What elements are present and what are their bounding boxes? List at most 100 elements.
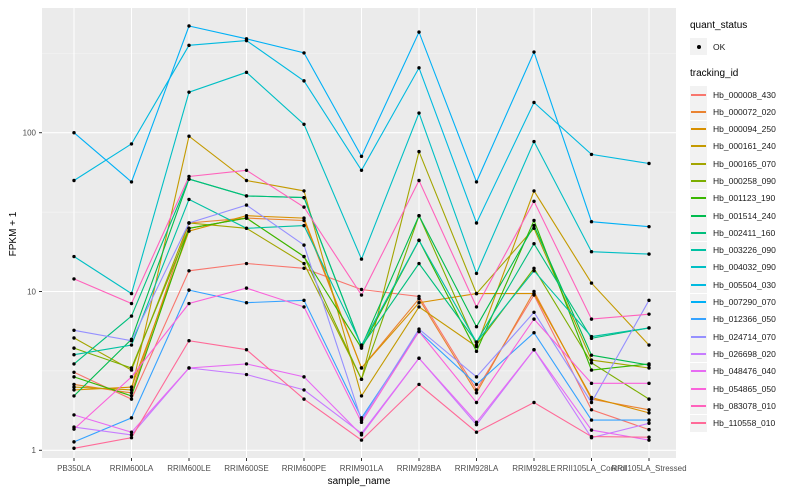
data-point — [129, 314, 134, 318]
line-swatch-icon — [691, 318, 706, 321]
data-point — [474, 180, 479, 184]
data-point — [417, 178, 421, 183]
data-point — [532, 139, 536, 144]
x-tick-label: RRII105LA_Control — [557, 464, 627, 473]
data-point — [589, 334, 594, 339]
legend-entry: Hb_005504_030 — [690, 276, 800, 294]
x-tick-label: PB350LA — [57, 464, 91, 473]
legend-label: Hb_007290_070 — [713, 297, 776, 308]
data-point — [187, 338, 191, 343]
data-point — [589, 368, 594, 372]
data-point — [647, 326, 651, 330]
legend-label: Hb_002411_160 — [713, 227, 776, 238]
legend-key — [690, 328, 707, 346]
data-point — [72, 382, 76, 387]
data-point — [302, 254, 306, 259]
data-point — [474, 349, 479, 354]
legend-entry: Hb_000008_430 — [690, 86, 800, 103]
line-swatch-icon — [691, 93, 706, 96]
data-point — [187, 134, 191, 138]
legend-entry: Hb_001123_190 — [690, 189, 800, 207]
legend-key — [690, 38, 707, 55]
data-point — [244, 168, 249, 172]
data-point — [72, 131, 76, 135]
x-axis-title: sample_name — [327, 476, 391, 487]
legend-label: Hb_001514_240 — [713, 210, 776, 221]
data-point — [72, 346, 76, 350]
data-point — [647, 298, 651, 303]
data-point — [187, 174, 191, 179]
data-point — [187, 177, 191, 181]
data-point — [129, 436, 134, 440]
data-point — [72, 440, 76, 444]
legend-entry: Hb_001514_240 — [690, 207, 800, 225]
data-point — [72, 388, 76, 392]
legend-key — [690, 224, 707, 242]
legend-tracking-id-group: tracking_id Hb_000008_430 Hb_000072_020 Hb… — [690, 68, 800, 432]
data-point — [417, 305, 421, 309]
legend-label: Hb_012366_050 — [713, 314, 776, 325]
data-point — [129, 433, 134, 437]
data-point — [417, 238, 421, 243]
data-point — [244, 261, 249, 266]
data-point — [359, 377, 364, 381]
legend-entry: Hb_026698_020 — [690, 345, 800, 363]
line-swatch-icon — [691, 422, 706, 425]
data-point — [532, 218, 536, 223]
data-point — [589, 418, 594, 422]
data-point — [72, 336, 76, 340]
data-point — [647, 438, 651, 442]
data-point — [72, 446, 76, 450]
x-tick-label: RRIM928BA — [397, 464, 442, 473]
legend-label: Hb_005504_030 — [713, 279, 776, 290]
data-point — [647, 435, 651, 439]
data-point — [244, 372, 249, 377]
legend-label: Hb_054865_050 — [713, 383, 776, 394]
data-point — [647, 366, 651, 370]
data-point — [244, 37, 249, 41]
data-point — [129, 388, 134, 392]
data-point — [187, 221, 191, 225]
data-point — [72, 254, 76, 259]
data-point — [589, 361, 594, 365]
line-swatch-icon — [691, 110, 706, 113]
data-point — [302, 189, 306, 193]
data-point — [244, 286, 249, 290]
data-point — [187, 90, 191, 94]
legend-quant-title: quant_status — [690, 20, 748, 31]
data-point — [244, 362, 249, 366]
data-point — [359, 394, 364, 398]
data-point — [302, 305, 306, 309]
data-point — [532, 241, 536, 246]
data-point — [647, 161, 651, 166]
data-point — [417, 297, 421, 301]
data-point — [417, 261, 421, 266]
data-point — [532, 269, 536, 273]
legend-key — [690, 155, 707, 173]
legend-key — [690, 207, 707, 225]
data-point — [474, 420, 479, 425]
data-point — [532, 310, 536, 314]
legend-key — [690, 258, 707, 276]
data-point — [417, 356, 421, 360]
line-swatch-icon — [691, 283, 706, 286]
data-point — [474, 388, 479, 392]
legend-key — [690, 276, 707, 294]
point-icon — [696, 44, 701, 49]
data-point — [359, 366, 364, 370]
data-point — [302, 375, 306, 379]
legend-entry: Hb_004032_090 — [690, 258, 800, 276]
data-point — [302, 218, 306, 223]
legend-entry: Hb_002411_160 — [690, 224, 800, 242]
data-point — [589, 358, 594, 362]
x-tick-label: RRIM928LA — [455, 464, 499, 473]
data-point — [359, 154, 364, 159]
legend-key — [690, 86, 707, 103]
data-point — [474, 400, 479, 405]
data-point — [417, 66, 421, 70]
data-point — [359, 438, 364, 442]
data-point — [302, 216, 306, 220]
legend-key — [690, 241, 707, 259]
data-point — [302, 298, 306, 303]
